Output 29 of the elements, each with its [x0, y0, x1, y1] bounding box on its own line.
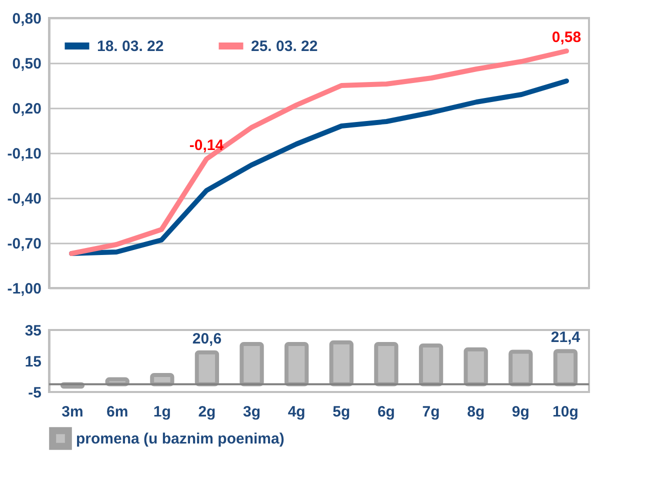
y-tick-label: 35 [24, 322, 42, 340]
x-tick-label: 3m [62, 404, 84, 420]
y-tick-label: -1,00 [7, 280, 42, 298]
x-tick-label: 7g [422, 404, 440, 420]
data-label: 0,58 [552, 29, 582, 46]
y-tick-label: 0,20 [12, 100, 42, 118]
x-tick-label: 1g [153, 404, 171, 420]
data-label: 20,6 [192, 330, 222, 348]
data-label: 21,4 [550, 329, 581, 346]
legend-label: 18. 03. 22 [97, 38, 164, 55]
y-tick-label: 0,50 [12, 56, 42, 72]
y-tick-label: -0,10 [7, 146, 42, 162]
x-tick-label: 6g [377, 404, 395, 420]
y-tick-label: -5 [28, 384, 42, 402]
y-tick-label: 15 [24, 354, 42, 370]
x-tick-label: 5g [332, 404, 350, 420]
y-tick-label: -0,40 [7, 190, 42, 208]
legend-label: promena (u baznim poenima) [76, 430, 284, 448]
y-tick-label: 0,80 [12, 10, 42, 28]
x-tick-label: 2g [198, 404, 216, 420]
x-tick-label: 4g [288, 404, 306, 420]
x-tick-label: 3g [243, 404, 261, 420]
x-tick-label: 9g [512, 404, 530, 420]
legend-label: 25. 03. 22 [251, 38, 318, 55]
data-label: -0,14 [189, 137, 224, 154]
y-tick-label: -0,70 [7, 236, 42, 252]
x-tick-label: 6m [106, 404, 128, 420]
x-tick-label: 10g [552, 404, 578, 420]
x-tick-label: 8g [467, 404, 485, 420]
